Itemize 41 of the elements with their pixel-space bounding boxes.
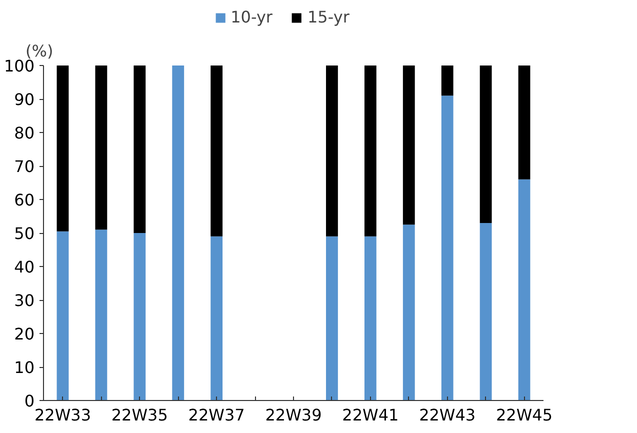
legend-label: 15-yr	[308, 8, 350, 26]
y-tick-label: 0	[24, 392, 35, 410]
x-tick-label: 22W35	[111, 406, 168, 424]
bar	[56, 66, 69, 232]
legend-label: 10-yr	[230, 8, 272, 26]
y-tick-label: 20	[14, 324, 34, 344]
bar	[518, 66, 530, 180]
x-tick-label: 22W33	[34, 406, 92, 424]
x-tick-label: 22W45	[496, 406, 553, 424]
bar	[441, 66, 454, 96]
bar	[134, 233, 146, 400]
y-tick-label: 10	[14, 358, 34, 377]
x-tick-label: 22W39	[265, 406, 322, 424]
y-tick-label: 90	[14, 90, 34, 109]
y-tick-label: 70	[14, 157, 34, 176]
bar	[134, 66, 146, 233]
bar	[95, 230, 108, 400]
x-tick-label: 22W41	[342, 406, 399, 424]
bar	[480, 222, 492, 400]
bar	[480, 66, 492, 223]
bar	[402, 224, 415, 400]
bar	[56, 231, 69, 400]
bar	[402, 66, 415, 225]
y-tick-label: 50	[14, 224, 34, 243]
y-axis-title: (%)	[26, 42, 54, 60]
x-tick-label: 22W43	[419, 406, 476, 424]
bar	[518, 179, 530, 400]
bar	[95, 66, 108, 230]
bar	[326, 66, 338, 236]
y-tick-label: 30	[14, 291, 34, 310]
x-tick-label: 22W37	[188, 406, 245, 424]
y-tick-label: 40	[14, 258, 34, 276]
y-tick-label: 60	[14, 190, 34, 210]
bar	[364, 236, 376, 400]
bar	[210, 236, 223, 400]
bar	[441, 96, 454, 400]
bar	[326, 236, 338, 400]
bar	[210, 66, 223, 236]
bar	[172, 66, 184, 400]
bar	[364, 66, 376, 236]
y-tick-label: 80	[14, 124, 34, 142]
